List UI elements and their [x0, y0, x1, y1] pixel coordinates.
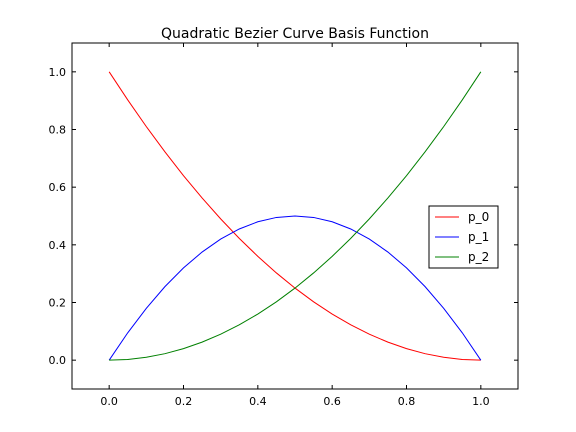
x-tick-label: 0.2 [175, 395, 193, 408]
y-tick-label: 0.0 [49, 354, 67, 367]
y-tick-label: 1.0 [49, 66, 67, 79]
x-tick-label: 0.8 [398, 395, 416, 408]
y-tick-label: 0.4 [49, 239, 67, 252]
x-tick-label: 0.6 [323, 395, 341, 408]
legend-label-p-0: p_0 [468, 210, 489, 224]
chart-title: Quadratic Bezier Curve Basis Function [161, 26, 429, 42]
legend-label-p-2: p_2 [468, 250, 489, 264]
y-tick-label: 0.2 [49, 297, 67, 310]
x-tick-label: 1.0 [472, 395, 490, 408]
y-tick-label: 0.8 [49, 124, 67, 137]
series-layer [109, 72, 481, 360]
y-tick-label: 0.6 [49, 181, 67, 194]
x-tick-label: 0.4 [249, 395, 267, 408]
x-tick-label: 0.0 [100, 395, 118, 408]
legend: p_0 p_1 p_2 [429, 206, 498, 268]
legend-label-p-1: p_1 [468, 230, 489, 244]
